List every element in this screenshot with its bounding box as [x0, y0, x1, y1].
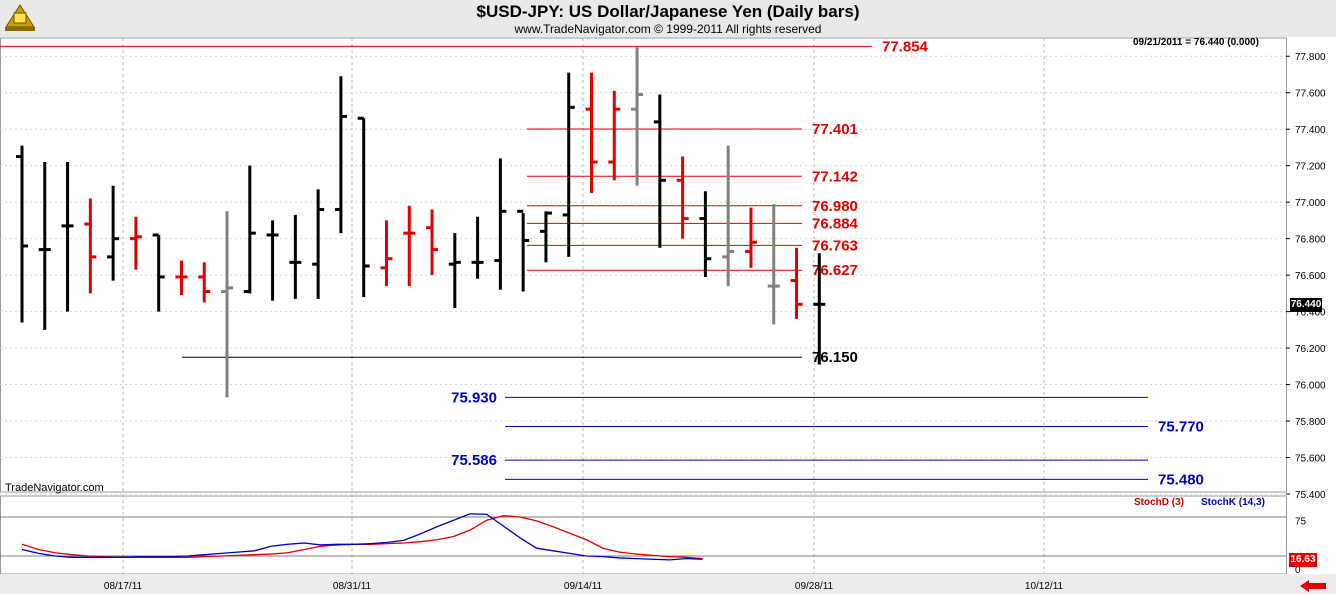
ohlc-bar: [426, 209, 439, 276]
stoch-panel-frame: [0, 495, 1287, 575]
ohlc-bar: [608, 90, 621, 181]
price-tick-label: 77.200: [1295, 162, 1326, 173]
ohlc-bar: [61, 162, 74, 312]
ohlc-bar: [676, 156, 689, 239]
ohlc-bar: [221, 211, 234, 398]
stochastic-panel: 0 75: [0, 513, 1307, 576]
watermark-text: TradeNavigator.com: [5, 482, 104, 494]
ohlc-bar: [744, 207, 757, 268]
ohlc-bar: [107, 185, 120, 281]
price-tick-label: 76.000: [1295, 381, 1326, 392]
level-label: 76.150: [812, 349, 858, 366]
level-label: 76.980: [812, 198, 858, 215]
price-tick-label: 77.800: [1295, 52, 1326, 63]
level-label: 75.930: [451, 389, 497, 406]
level-label: 75.480: [1158, 471, 1204, 488]
ohlc-bar: [175, 260, 188, 296]
level-label: 76.884: [812, 215, 859, 232]
level-label: 76.627: [812, 262, 858, 279]
ohlc-bar: [631, 47, 644, 186]
ohlc-bar: [767, 203, 780, 325]
ohlc-bar: [312, 189, 325, 299]
stoch-value-badge: 16.63: [1289, 553, 1317, 567]
ohlc-bar: [152, 233, 165, 312]
ohlc-bar: [289, 214, 302, 299]
ohlc-bar: [403, 205, 416, 287]
price-tick-label: 76.200: [1295, 344, 1326, 355]
ohlc-bar: [198, 262, 211, 303]
legend-stoch-k: StochK (14,3): [1201, 497, 1265, 508]
ohlc-bar: [266, 220, 279, 301]
last-price-badge: 76.440: [1290, 298, 1322, 312]
trade-navigator-logo-icon: [5, 4, 35, 31]
date-tick-label: 08/17/11: [104, 581, 143, 592]
ohlc-bar: [813, 253, 826, 365]
level-label: 75.770: [1158, 419, 1204, 436]
ohlc-bar: [243, 165, 256, 294]
price-tick-label: 77.600: [1295, 89, 1326, 100]
price-tick-label: 75.800: [1295, 417, 1326, 428]
price-tick-label: 77.000: [1295, 198, 1326, 209]
ohlc-bar: [539, 211, 552, 263]
level-label: 77.401: [812, 121, 858, 138]
date-tick-label: 09/28/11: [795, 581, 834, 592]
date-readout: 09/21/2011 = 76.440 (0.000): [1133, 37, 1259, 48]
ohlc-bar: [722, 145, 735, 287]
date-axis-band: [0, 574, 1336, 594]
ohlc-bar: [129, 216, 142, 270]
ohlc-bar: [16, 145, 28, 323]
ohlc-bar: [790, 247, 803, 319]
stoch-d-line: [21, 515, 703, 560]
stoch-k-line: [21, 513, 703, 561]
level-label: 75.586: [451, 452, 497, 469]
ohlc-bar: [84, 198, 97, 294]
date-axis: 08/17/11 08/31/11 09/14/11 09/28/11 10/12/11: [104, 581, 1064, 592]
price-tick-label: 75.400: [1295, 490, 1326, 501]
legend-stoch-d: StochD (3): [1134, 497, 1184, 508]
chart-header: $USD-JPY: US Dollar/Japanese Yen (Daily …: [0, 0, 1336, 37]
level-label: 76.763: [812, 237, 858, 254]
ohlc-bar: [380, 220, 393, 287]
date-tick-label: 08/31/11: [333, 581, 372, 592]
price-tick-label: 75.600: [1295, 454, 1326, 465]
ohlc-bars: [16, 47, 826, 398]
ohlc-bar: [38, 162, 51, 330]
date-tick-label: 10/12/11: [1025, 581, 1064, 592]
ohlc-bar: [494, 158, 507, 290]
ohlc-bar: [471, 216, 484, 279]
stoch-tick-label: 0: [1295, 565, 1301, 576]
chart-title: $USD-JPY: US Dollar/Japanese Yen (Daily …: [476, 2, 860, 21]
ohlc-bar: [585, 72, 598, 194]
ohlc-bar: [517, 209, 530, 292]
date-tick-label: 09/14/11: [564, 581, 603, 592]
level-label: 77.854: [882, 38, 929, 55]
price-panel-frame: [0, 37, 1287, 493]
stoch-tick-label: 75: [1295, 516, 1307, 527]
ohlc-bar: [334, 76, 347, 234]
price-tick-label: 77.400: [1295, 125, 1326, 136]
ohlc-bar: [562, 72, 575, 257]
price-tick-label: 76.800: [1295, 235, 1326, 246]
price-tick-label: 76.600: [1295, 271, 1326, 282]
copyright-text: www.TradeNavigator.com © 1999-2011 All r…: [514, 22, 822, 36]
level-label: 77.142: [812, 168, 858, 185]
price-tick-label: 76.400: [1295, 308, 1326, 319]
ohlc-bar: [448, 233, 461, 308]
chart-grid: [0, 37, 1336, 594]
price-axis: 75.400 75.600 75.800 76.000 76.200 76.400 76.6…: [1286, 52, 1326, 501]
ohlc-bar: [699, 191, 712, 277]
ohlc-bar: [357, 116, 370, 298]
scroll-left-arrow-icon[interactable]: [1300, 580, 1328, 592]
ohlc-bar: [653, 94, 666, 248]
